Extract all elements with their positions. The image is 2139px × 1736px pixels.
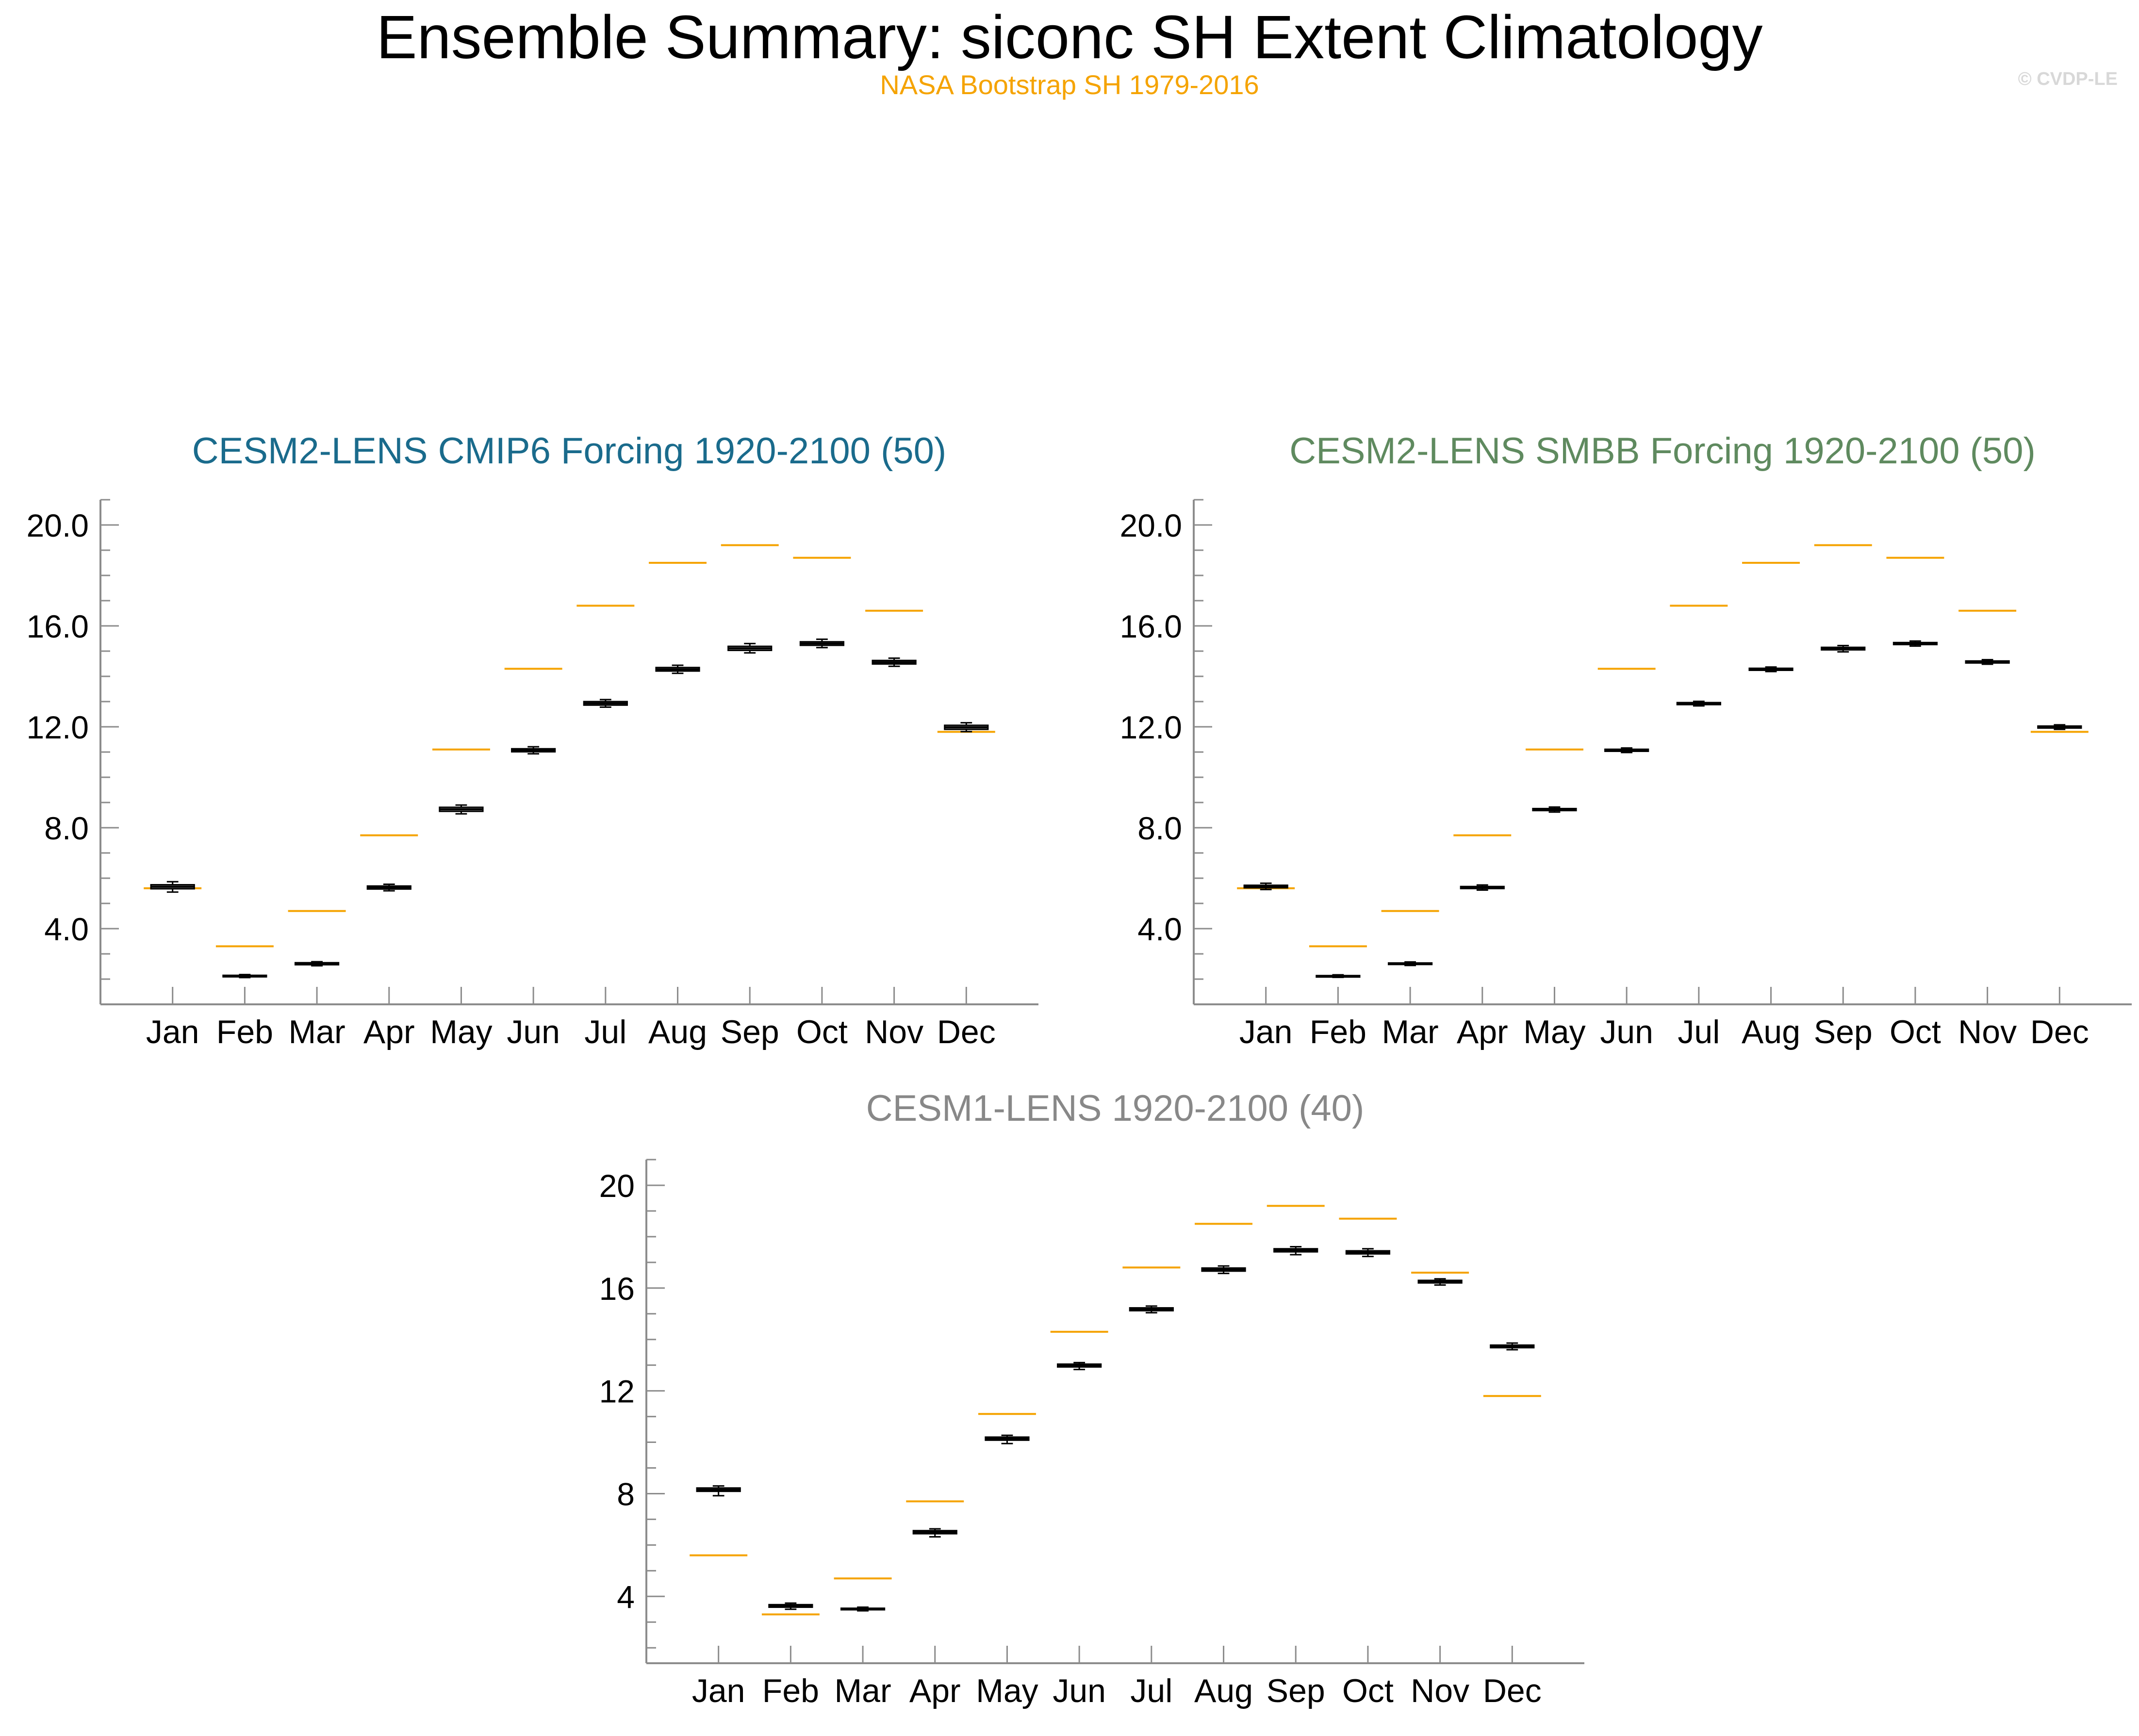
y-tick-label: 20 <box>599 1168 635 1204</box>
y-tick-label: 20.0 <box>27 508 89 543</box>
x-tick-label-nov: Nov <box>1411 1672 1469 1709</box>
box-may <box>439 804 484 815</box>
y-tick-label: 4 <box>617 1579 635 1615</box>
box-jul <box>1676 700 1721 707</box>
x-tick-label-oct: Oct <box>1890 1014 1941 1050</box>
x-tick-label-apr: Apr <box>909 1672 961 1709</box>
y-tick-label: 8.0 <box>44 810 89 846</box>
box-may <box>1532 806 1577 813</box>
box-apr <box>912 1528 957 1538</box>
y-tick-label: 12 <box>599 1374 635 1409</box>
panel-title: CESM2-LENS CMIP6 Forcing 1920-2100 (50) <box>192 430 946 472</box>
x-tick-label-jul: Jul <box>1130 1672 1172 1709</box>
y-tick-label: 20.0 <box>1120 508 1182 543</box>
x-tick-label-dec: Dec <box>1483 1672 1542 1709</box>
box-sep <box>1821 645 1866 653</box>
box-mar <box>294 961 340 966</box>
x-tick-label-dec: Dec <box>937 1014 996 1050</box>
y-tick-label: 8 <box>617 1476 635 1512</box>
box-oct <box>1345 1248 1391 1258</box>
x-tick-label-may: May <box>976 1672 1038 1709</box>
y-tick-label: 12.0 <box>1120 709 1182 745</box>
box-aug <box>1201 1265 1246 1275</box>
figure-subtitle: NASA Bootstrap SH 1979-2016 <box>880 69 1259 100</box>
copyright-watermark: © CVDP-LE <box>2018 69 2118 89</box>
box-feb <box>768 1602 813 1610</box>
box-sep <box>1273 1246 1318 1256</box>
x-tick-label-jun: Jun <box>1053 1672 1106 1709</box>
x-tick-label-feb: Feb <box>216 1014 273 1050</box>
x-tick-label-apr: Apr <box>363 1014 415 1050</box>
y-tick-label: 8.0 <box>1137 810 1182 846</box>
y-tick-label: 12.0 <box>27 709 89 745</box>
y-tick-label: 16 <box>599 1271 635 1307</box>
box-dec <box>1490 1342 1535 1351</box>
box-jan <box>150 881 195 893</box>
x-tick-label-jan: Jan <box>692 1672 745 1709</box>
x-tick-label-oct: Oct <box>1342 1672 1394 1709</box>
x-tick-label-mar: Mar <box>289 1014 346 1050</box>
box-aug <box>1748 666 1793 672</box>
x-tick-label-jun: Jun <box>507 1014 560 1050</box>
box-jun <box>1604 747 1649 753</box>
box-aug <box>655 664 700 674</box>
box-nov <box>1417 1278 1463 1286</box>
box-jan <box>1243 882 1288 890</box>
box-jun <box>511 746 556 755</box>
x-tick-label-mar: Mar <box>835 1672 891 1709</box>
panel-title: CESM1-LENS 1920-2100 (40) <box>866 1088 1365 1129</box>
box-jul <box>1129 1305 1174 1314</box>
box-nov <box>1965 659 2010 665</box>
box-sep <box>727 642 773 654</box>
panel-1: CESM2-LENS CMIP6 Forcing 1920-2100 (50) 4… <box>27 430 1038 1050</box>
panel-3: CESM1-LENS 1920-2100 (40) 4 8 12 16 20 Jan Feb M… <box>599 1088 1584 1709</box>
x-tick-label-jan: Jan <box>1239 1014 1293 1050</box>
x-tick-label-feb: Feb <box>1310 1014 1366 1050</box>
box-oct <box>799 639 845 649</box>
x-tick-label-sep: Sep <box>721 1014 779 1050</box>
box-jun <box>1057 1361 1102 1371</box>
x-tick-label-jul: Jul <box>1678 1014 1720 1050</box>
box-may <box>985 1434 1030 1444</box>
x-tick-label-nov: Nov <box>1958 1014 2017 1050</box>
panel-title: CESM2-LENS SMBB Forcing 1920-2100 (50) <box>1289 430 2036 472</box>
x-tick-label-dec: Dec <box>2030 1014 2089 1050</box>
box-feb <box>222 974 267 979</box>
x-tick-label-aug: Aug <box>1194 1672 1253 1709</box>
x-tick-label-sep: Sep <box>1267 1672 1325 1709</box>
box-apr <box>1460 884 1505 891</box>
box-jul <box>583 699 628 708</box>
x-tick-label-sep: Sep <box>1814 1014 1873 1050</box>
y-tick-label: 16.0 <box>27 608 89 644</box>
y-tick-label: 16.0 <box>1120 608 1182 644</box>
x-tick-label-may: May <box>1523 1014 1585 1050</box>
y-tick-label: 4.0 <box>44 911 89 947</box>
box-apr <box>366 883 411 892</box>
box-dec <box>2037 724 2082 730</box>
figure-title: Ensemble Summary: siconc SH Extent Clima… <box>376 3 1763 71</box>
x-tick-label-aug: Aug <box>648 1014 707 1050</box>
box-oct <box>1892 640 1938 647</box>
y-tick-label: 4.0 <box>1137 911 1182 947</box>
x-tick-label-mar: Mar <box>1382 1014 1439 1050</box>
box-feb <box>1316 974 1361 978</box>
panel-2: CESM2-LENS SMBB Forcing 1920-2100 (50) 4.… <box>1120 430 2132 1050</box>
x-tick-label-oct: Oct <box>796 1014 848 1050</box>
box-mar <box>840 1606 886 1612</box>
box-dec <box>944 722 989 733</box>
x-tick-label-feb: Feb <box>762 1672 819 1709</box>
x-tick-label-aug: Aug <box>1742 1014 1800 1050</box>
box-nov <box>872 657 917 667</box>
x-tick-label-nov: Nov <box>865 1014 923 1050</box>
x-tick-label-apr: Apr <box>1457 1014 1508 1050</box>
x-tick-label-jul: Jul <box>584 1014 626 1050</box>
x-tick-label-jun: Jun <box>1600 1014 1653 1050</box>
box-jan <box>696 1485 741 1497</box>
box-mar <box>1387 961 1433 966</box>
x-tick-label-may: May <box>430 1014 492 1050</box>
x-tick-label-jan: Jan <box>146 1014 199 1050</box>
